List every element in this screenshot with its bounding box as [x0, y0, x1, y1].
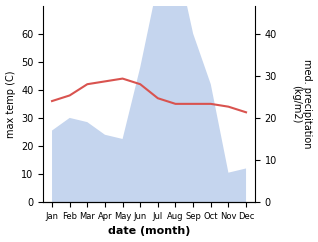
Y-axis label: max temp (C): max temp (C)	[5, 70, 16, 138]
Y-axis label: med. precipitation
(kg/m2): med. precipitation (kg/m2)	[291, 59, 313, 149]
X-axis label: date (month): date (month)	[108, 227, 190, 236]
